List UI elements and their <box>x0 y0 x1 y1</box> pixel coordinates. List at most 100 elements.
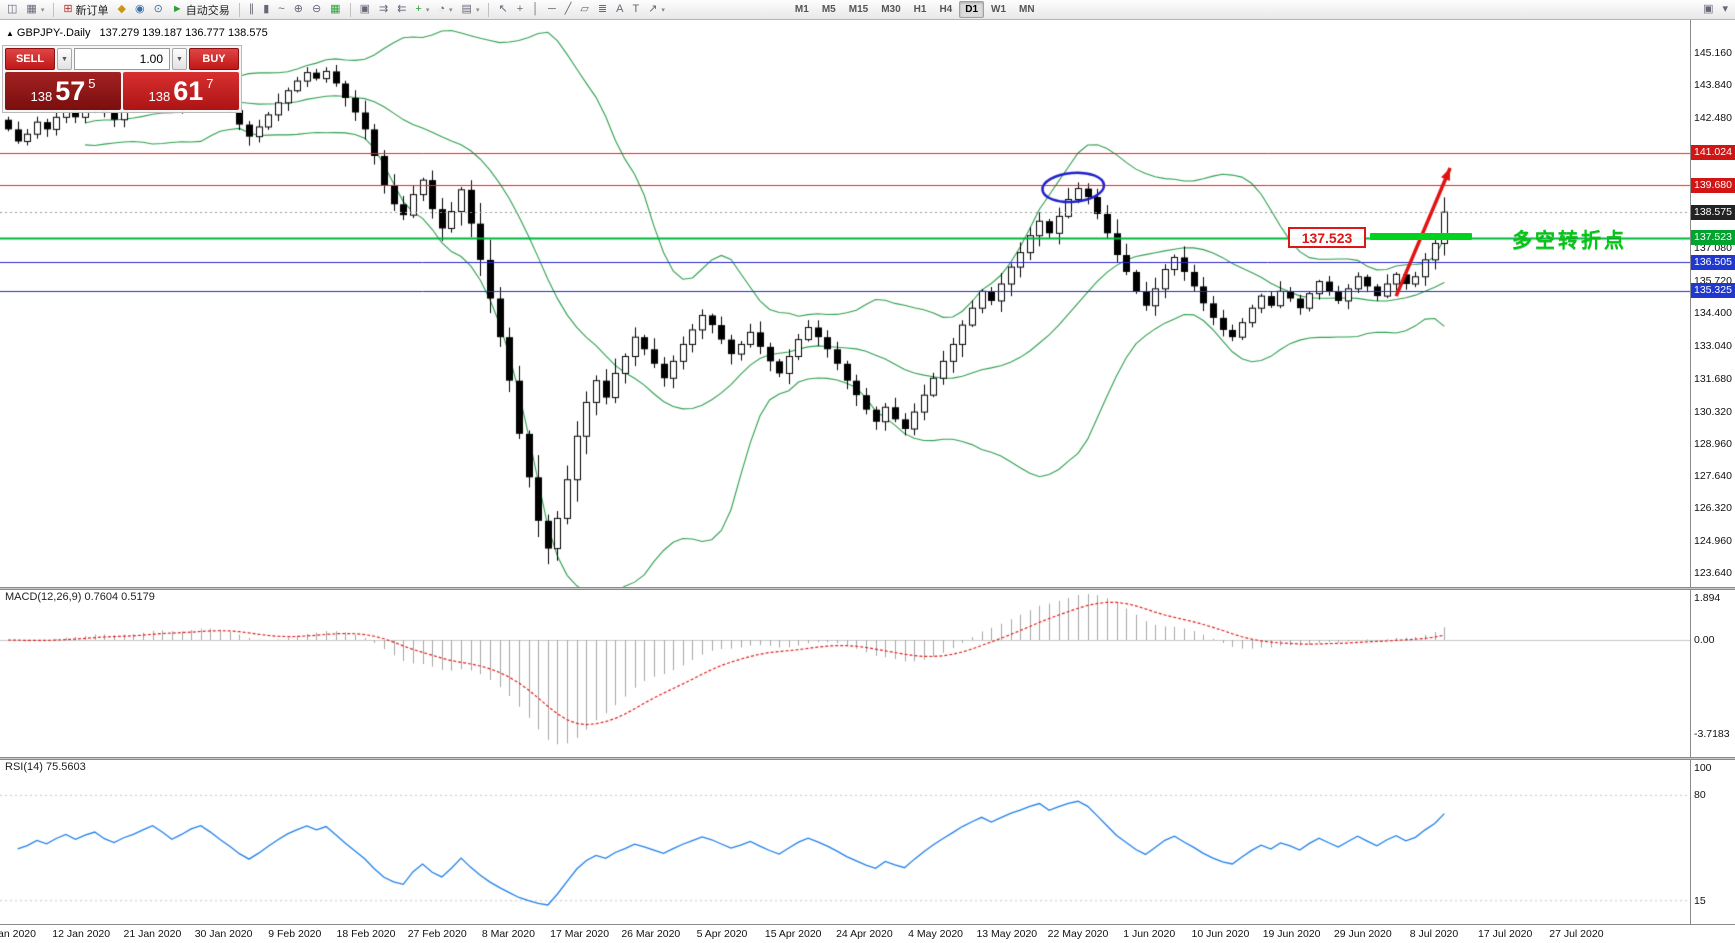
arrow-objects-button[interactable]: ↗ ▾ <box>644 1 669 19</box>
price-axis-tick: 124.960 <box>1694 535 1732 548</box>
chart-profiles-button[interactable]: ▦ ▾ <box>22 1 48 19</box>
date-axis-label: 8 Jul 2020 <box>1409 928 1459 940</box>
timeframe-h4-button[interactable]: H4 <box>939 4 953 15</box>
market-button[interactable]: ⊙ <box>150 1 167 19</box>
price-axis-tick: 142.480 <box>1694 111 1732 124</box>
chart-shift-button[interactable]: ⇇ <box>393 1 410 19</box>
timeframe-h1-button[interactable]: H1 <box>913 4 927 15</box>
symbol-marker-icon: ▲ <box>6 29 14 38</box>
arrow-objects-icon: ↗ <box>648 3 658 15</box>
candles-chart-icon: ▮ <box>263 3 270 15</box>
timeframe-m1-button[interactable]: M1 <box>794 4 809 15</box>
tile-windows-button[interactable]: ▣ <box>356 1 374 19</box>
date-axis-label: 17 Jul 2020 <box>1478 928 1533 940</box>
date-axis-label: 2 Jan 2020 <box>0 928 36 940</box>
volume-input[interactable] <box>74 48 170 70</box>
trendline-icon: ╱ <box>564 3 572 15</box>
price-axis-badge: 141.024 <box>1691 145 1735 161</box>
text-button[interactable]: A <box>612 1 627 19</box>
sell-price-panel[interactable]: 138 57 5 <box>5 72 121 110</box>
price-axis[interactable]: 145.160 143.840 142.480 137.080 135.720 134.4… <box>1690 20 1735 924</box>
date-axis-label: 13 May 2020 <box>976 928 1038 940</box>
price-level-callout: 137.523 <box>1288 227 1366 248</box>
channel-button[interactable]: ▱ <box>576 1 592 19</box>
new-order-button[interactable]: ⊞ 新订单 <box>59 1 112 19</box>
date-axis-label: 22 May 2020 <box>1047 928 1109 940</box>
community-button[interactable]: ◉ <box>131 1 149 19</box>
macd-axis-tick: 1.894 <box>1694 592 1721 604</box>
strategy-tester-button[interactable]: ▦ <box>326 1 344 19</box>
candles-chart-button[interactable]: ▮ <box>259 1 273 19</box>
timeframe-d1-button[interactable]: D1 <box>959 1 985 18</box>
timeframe-m15-button[interactable]: M15 <box>848 4 869 15</box>
buy-price-panel[interactable]: 138 61 7 <box>123 72 239 110</box>
rsi-axis-tick: 80 <box>1694 789 1706 802</box>
periods-button[interactable]: ◔ ▾ <box>434 1 456 19</box>
date-axis-label: 1 Jun 2020 <box>1123 928 1176 940</box>
price-axis-badge: 135.325 <box>1691 283 1735 299</box>
rsi-axis-tick: 100 <box>1694 762 1712 774</box>
bars-chart-button[interactable]: ∥ <box>245 1 259 19</box>
market-icon: ⊙ <box>153 3 163 15</box>
new-chart-icon: ◫ <box>7 3 18 15</box>
buy-button[interactable]: BUY <box>189 48 239 70</box>
panel-separator[interactable] <box>0 757 1735 760</box>
line-chart-button[interactable]: ~ <box>274 1 288 19</box>
autotrade-button[interactable]: ► 自动交易 <box>168 1 234 19</box>
templates-button[interactable]: ▤ ▾ <box>458 1 484 19</box>
price-axis-tick: 137.080 <box>1694 242 1732 255</box>
rsi-axis-tick: 15 <box>1694 894 1706 907</box>
timeframe-mn-button[interactable]: MN <box>1019 4 1035 15</box>
text-label-icon: T <box>632 3 640 15</box>
trendline-button[interactable]: ╱ <box>561 1 576 19</box>
chevron-down-icon: ▾ <box>40 6 45 14</box>
volume-dropdown[interactable]: ▼ <box>172 48 187 70</box>
new-chart-button[interactable]: ◫ <box>3 1 21 19</box>
date-axis-label: 24 Apr 2020 <box>836 928 893 940</box>
vertical-line-button[interactable]: │ <box>528 1 543 19</box>
periods-icon: ◔ <box>438 3 446 15</box>
add-indicator-icon: + <box>415 3 422 15</box>
horizontal-line-button[interactable]: ─ <box>544 1 560 19</box>
date-axis-label: 10 Jun 2020 <box>1191 928 1250 940</box>
date-axis-label: 30 Jan 2020 <box>194 928 253 940</box>
metaeditor-button[interactable]: ◆ <box>114 1 130 19</box>
sell-button[interactable]: SELL <box>5 48 55 70</box>
auto-scroll-button[interactable]: ⇉ <box>375 1 392 19</box>
ohlc-values: 137.279 139.187 136.777 138.575 <box>99 27 268 39</box>
date-axis-label: 8 Mar 2020 <box>481 928 535 940</box>
fibonacci-button[interactable]: ≣ <box>594 1 611 19</box>
timeframe-w1-button[interactable]: W1 <box>991 4 1007 15</box>
crosshair-button[interactable]: + <box>513 1 527 19</box>
vertical-line-icon: │ <box>532 3 539 15</box>
timeframe-m5-button[interactable]: M5 <box>821 4 836 15</box>
window-list-button[interactable]: ▣ <box>1699 1 1717 19</box>
chevron-down-icon: ▾ <box>475 6 480 14</box>
panel-separator[interactable] <box>0 587 1735 590</box>
add-indicator-button[interactable]: + ▾ <box>411 1 433 19</box>
chevron-down-icon: ▾ <box>449 6 453 14</box>
metaeditor-icon: ◆ <box>117 3 127 15</box>
zoom-out-button[interactable]: ⊖ <box>308 1 325 19</box>
date-axis-label: 26 Mar 2020 <box>621 928 681 940</box>
text-label-button[interactable]: T <box>628 1 643 19</box>
date-axis[interactable]: 2 Jan 2020 12 Jan 2020 21 Jan 2020 30 Jan 2… <box>0 924 1735 943</box>
text-icon: A <box>616 3 624 15</box>
price-axis-tick: 127.640 <box>1694 470 1732 483</box>
bars-chart-icon: ∥ <box>248 3 255 15</box>
date-axis-label: 9 Feb 2020 <box>268 928 322 940</box>
sell-options-dropdown[interactable]: ▼ <box>57 48 72 70</box>
price-axis-badge: 138.575 <box>1691 204 1735 220</box>
zoom-out-icon: ⊖ <box>311 3 322 15</box>
price-chart-canvas[interactable] <box>0 20 1690 924</box>
buy-price-main: 61 <box>173 75 204 106</box>
macd-axis-tick: -3.7183 <box>1694 728 1730 741</box>
symbol-name: GBPJPY-.Daily <box>16 27 91 39</box>
timeframe-m30-button[interactable]: M30 <box>881 4 901 15</box>
toolbar-more-button[interactable]: ▾ <box>1718 1 1732 19</box>
cursor-button[interactable]: ↖ <box>494 1 511 19</box>
chart-shift-icon: ⇇ <box>397 3 407 15</box>
zoom-in-button[interactable]: ⊕ <box>290 1 307 19</box>
turning-point-note: 多空转折点 <box>1512 230 1627 252</box>
